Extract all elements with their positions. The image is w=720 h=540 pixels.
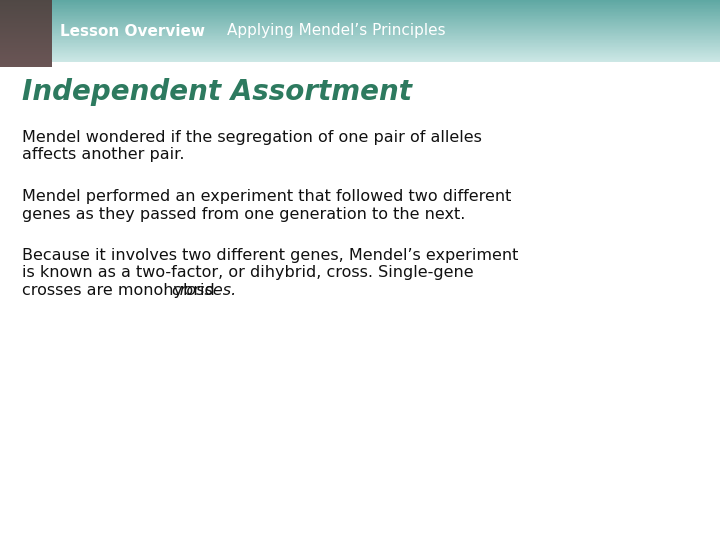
Text: genes as they passed from one generation to the next.: genes as they passed from one generation… [22, 206, 465, 221]
Text: is known as a two-factor, or dihybrid, cross. Single-gene: is known as a two-factor, or dihybrid, c… [22, 266, 474, 280]
Text: affects another pair.: affects another pair. [22, 147, 184, 163]
Text: crosses are monohybrid: crosses are monohybrid [22, 283, 220, 298]
Text: Independent Assortment: Independent Assortment [22, 78, 412, 106]
Text: Lesson Overview: Lesson Overview [60, 24, 205, 38]
Text: Mendel performed an experiment that followed two different: Mendel performed an experiment that foll… [22, 189, 511, 204]
Text: Because it involves two different genes, Mendel’s experiment: Because it involves two different genes,… [22, 248, 518, 263]
Text: Mendel wondered if the segregation of one pair of alleles: Mendel wondered if the segregation of on… [22, 130, 482, 145]
Text: Applying Mendel’s Principles: Applying Mendel’s Principles [227, 24, 446, 38]
Text: crosses.: crosses. [171, 283, 237, 298]
